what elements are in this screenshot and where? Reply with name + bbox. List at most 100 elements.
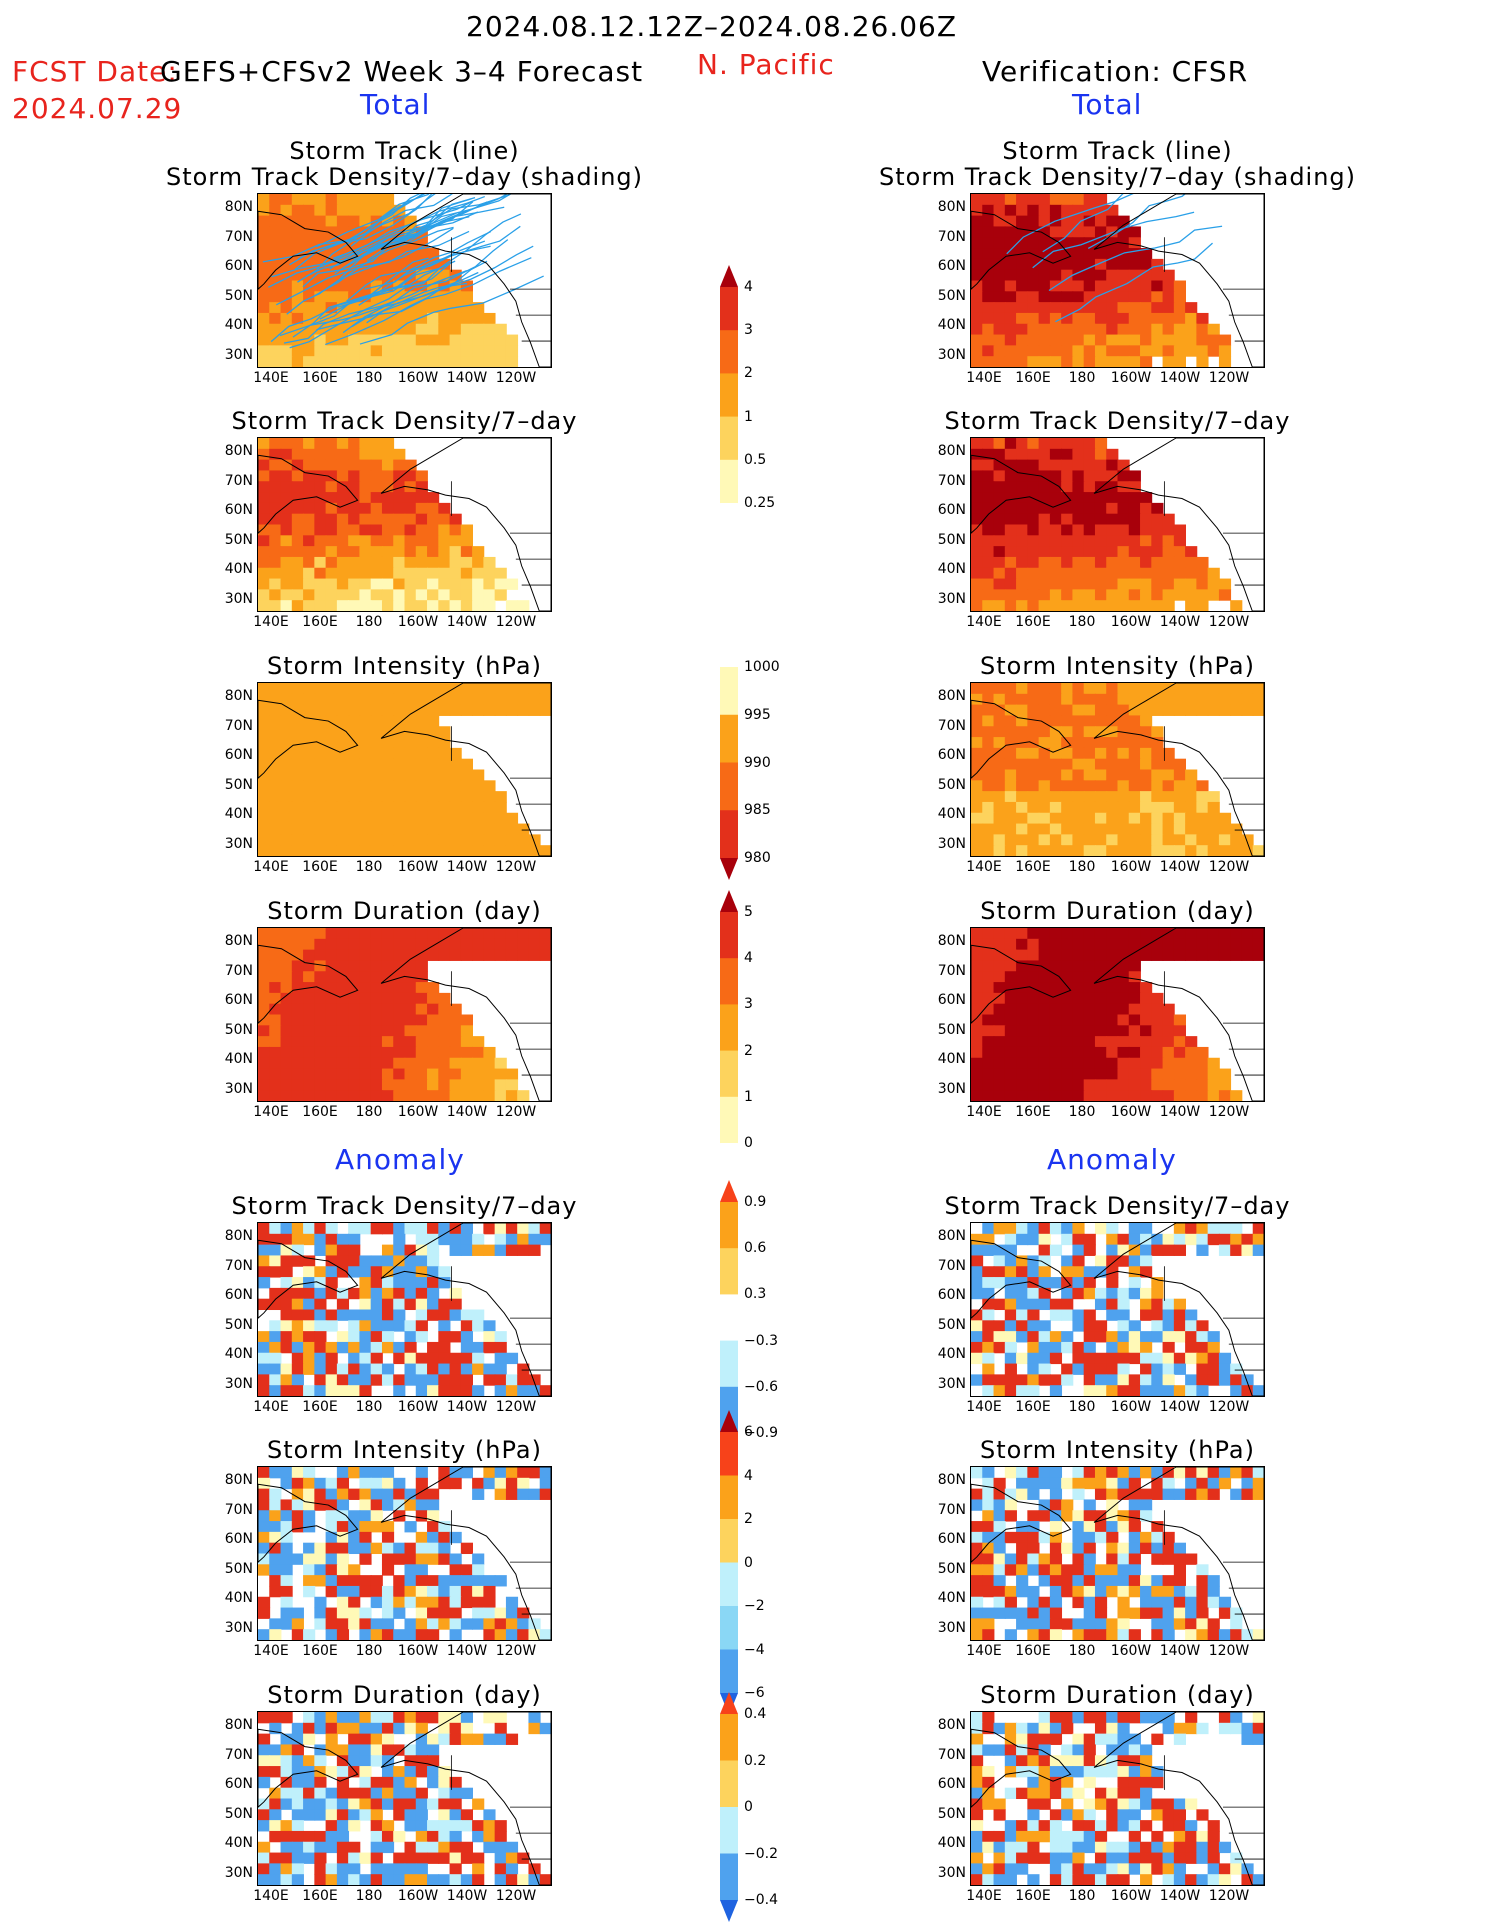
heat-cell — [449, 1787, 462, 1800]
heat-cell — [1162, 845, 1175, 856]
lon-tick-label: 160W — [397, 1888, 439, 1904]
heat-cell — [336, 1744, 350, 1756]
heat-cell — [1004, 1266, 1017, 1278]
heat-cell — [1061, 1057, 1074, 1070]
heat-cell — [303, 747, 316, 760]
heat-cell — [1151, 992, 1164, 1005]
heat-cell — [449, 1309, 462, 1321]
map-canvas — [258, 1223, 551, 1396]
heat-cell — [336, 258, 350, 271]
heat-cell — [460, 1712, 473, 1724]
heat-cell — [1162, 356, 1175, 367]
heat-cell — [325, 949, 338, 961]
heat-cell — [993, 1068, 1006, 1080]
heat-cell — [971, 524, 984, 536]
heat-cell — [1185, 1223, 1198, 1235]
colorbar-label: −2 — [744, 1598, 765, 1614]
heat-cell — [314, 845, 327, 856]
heat-cell — [1083, 1863, 1096, 1875]
heat-cell — [483, 1320, 496, 1332]
heat-cell — [1151, 683, 1164, 695]
heat-cell — [1140, 992, 1153, 1005]
heat-cell — [280, 1057, 293, 1070]
heat-cell — [1140, 302, 1153, 314]
heat-cell — [404, 928, 417, 940]
heat-cell — [1061, 1223, 1074, 1235]
heat-cell — [1072, 780, 1085, 792]
heat-cell — [517, 928, 530, 940]
heat-cell — [1016, 1309, 1029, 1321]
heat-cell — [971, 1874, 984, 1885]
heat-cell — [303, 1733, 316, 1745]
heat-cell — [1038, 470, 1051, 482]
heat-cell — [982, 269, 995, 282]
heat-cell — [336, 215, 350, 227]
heat-cell — [438, 938, 451, 951]
heat-cell — [381, 535, 395, 547]
heat-cell — [1117, 1776, 1130, 1789]
heat-cell — [1140, 1820, 1153, 1832]
panel-title: Storm Track Density/7–day (shading) — [878, 163, 1357, 191]
heat-cell — [314, 1618, 327, 1630]
heat-cell — [1207, 1352, 1220, 1365]
heat-cell — [993, 334, 1006, 346]
heat-cell — [291, 1521, 304, 1533]
heat-cell — [494, 949, 507, 961]
heat-cell — [1173, 1564, 1186, 1576]
heat-cell — [1173, 683, 1186, 695]
heat-cell — [993, 1385, 1006, 1396]
heat-cell — [291, 535, 304, 547]
heat-cell — [1016, 204, 1029, 217]
heat-cell — [982, 1830, 995, 1843]
heat-cell — [1140, 1755, 1153, 1767]
heat-cell — [1196, 1057, 1209, 1070]
heat-cell — [1027, 737, 1040, 749]
panel-title: Storm Track Density/7–day — [231, 1192, 578, 1220]
heat-cell — [359, 589, 372, 601]
heat-cell — [505, 928, 519, 940]
heat-cell — [1027, 1003, 1040, 1016]
heat-cell — [993, 1841, 1006, 1854]
heat-cell — [528, 1722, 541, 1735]
heat-cell — [1094, 356, 1108, 367]
heat-cell — [1140, 1712, 1153, 1724]
heat-cell — [517, 1233, 530, 1246]
heat-cell — [993, 1025, 1006, 1037]
heat-cell — [1049, 1766, 1063, 1778]
heat-cell — [1094, 470, 1108, 482]
heat-cell — [303, 1809, 316, 1821]
heat-cell — [1196, 1722, 1209, 1735]
heat-cell — [1049, 1309, 1063, 1321]
heat-cell — [1072, 334, 1085, 346]
heat-cell — [280, 438, 293, 450]
heat-cell — [1151, 1477, 1164, 1490]
heat-cell — [1038, 1798, 1051, 1810]
heat-cell — [393, 960, 406, 972]
heat-cell — [1151, 1585, 1164, 1598]
heat-cell — [982, 971, 995, 983]
heat-cell — [1185, 1079, 1198, 1091]
heat-cell — [460, 291, 473, 303]
heat-cell — [472, 812, 485, 825]
heat-cell — [325, 470, 338, 482]
heat-cell — [359, 1477, 372, 1490]
heat-cell — [971, 1255, 984, 1267]
heat-cell — [325, 1618, 338, 1630]
heat-cell — [348, 780, 361, 792]
lat-tick-label: 30N — [224, 590, 253, 607]
heat-cell — [1173, 928, 1186, 940]
heat-cell — [359, 1079, 372, 1091]
lon-tick-label: 160E — [1015, 859, 1051, 875]
heat-cell — [303, 1712, 316, 1724]
heat-cell — [1027, 1079, 1040, 1091]
heat-cell — [1218, 823, 1232, 835]
heat-cell — [1083, 1014, 1096, 1026]
heat-cell — [472, 1618, 485, 1630]
border-lines — [450, 237, 551, 342]
heat-cell — [1061, 834, 1074, 846]
heat-cell — [483, 1090, 496, 1101]
heat-cell — [1061, 1233, 1074, 1246]
storm-track-line — [310, 282, 468, 326]
heat-cell — [1252, 1477, 1264, 1490]
heat-cell — [415, 513, 428, 526]
